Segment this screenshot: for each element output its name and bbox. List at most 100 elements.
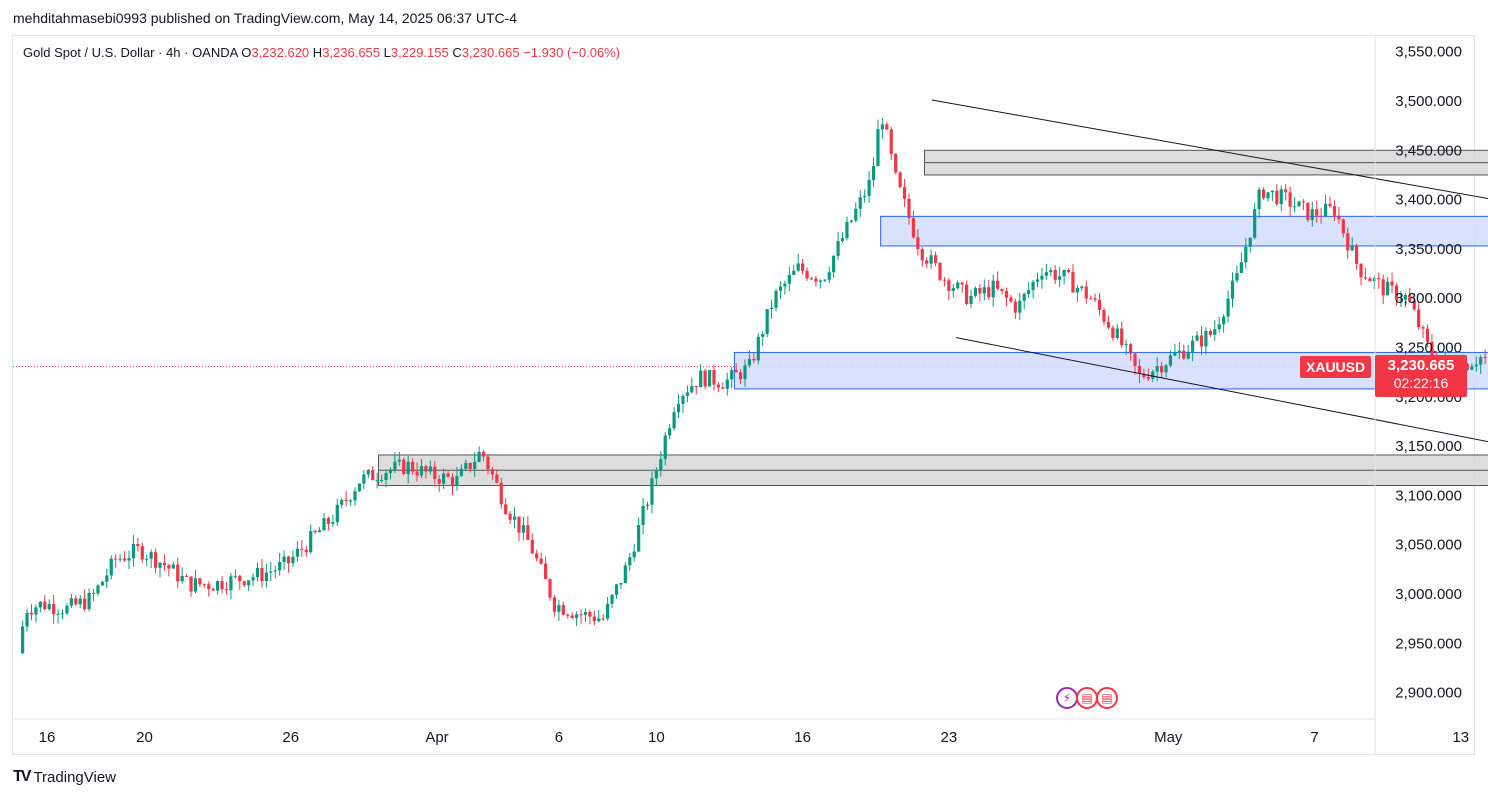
candle-body — [1381, 279, 1385, 296]
candle-body — [52, 604, 56, 615]
candle-body — [185, 575, 189, 577]
lightning-icon[interactable]: ⚡ — [1056, 687, 1078, 709]
y-tick-label: 3,350.000 — [1395, 241, 1462, 258]
candle-body — [326, 518, 331, 524]
candle-body — [956, 282, 960, 289]
candle-body — [397, 459, 401, 462]
candle-body — [840, 238, 845, 242]
candle-body — [1230, 280, 1235, 299]
candle-body — [796, 263, 800, 271]
candle-body — [331, 522, 335, 524]
candle-body — [894, 153, 898, 173]
candle-body — [300, 548, 304, 550]
candle-body — [1408, 295, 1412, 301]
candle-body — [933, 255, 938, 264]
candle-body — [929, 255, 933, 264]
candle-body — [1474, 364, 1478, 367]
candle-body — [1062, 269, 1066, 277]
candle-body — [659, 459, 663, 471]
candle-body — [809, 278, 814, 280]
x-tick-label: 16 — [794, 729, 811, 746]
x-tick-label: May — [1154, 729, 1183, 746]
low-label: L — [383, 45, 391, 60]
candle-body — [960, 282, 964, 285]
candle-body — [570, 615, 574, 618]
x-tick-label: 23 — [941, 729, 958, 746]
candle-body — [911, 218, 916, 238]
candle-body — [25, 612, 29, 627]
candle-body — [486, 456, 490, 470]
candle-body — [747, 358, 752, 366]
candle-body — [1248, 237, 1252, 247]
chart-legend: Gold Spot / U.S. Dollar · 4h · OANDA O3,… — [23, 45, 620, 60]
candle-body — [738, 372, 743, 380]
y-tick-label: 3,000.000 — [1395, 586, 1462, 603]
candle-body — [871, 166, 876, 180]
candle-body — [375, 480, 379, 482]
y-tick-label: 3,300.000 — [1395, 290, 1462, 307]
us-flag-icon[interactable]: ▤ — [1076, 687, 1098, 709]
candle-body — [1164, 365, 1168, 373]
candle-body — [1168, 355, 1173, 366]
candle-body — [1421, 327, 1425, 329]
us-flag-icon[interactable]: ▤ — [1096, 687, 1118, 709]
event-markers[interactable]: ⚡ ▤ ▤ — [1056, 687, 1118, 709]
candle-body — [668, 428, 672, 436]
candle-body — [384, 473, 388, 481]
candle-body — [424, 466, 428, 472]
candle-body — [180, 575, 184, 582]
candle-body — [317, 530, 322, 533]
candle-body — [579, 614, 583, 616]
candle-body — [415, 471, 419, 476]
candle-body — [1137, 365, 1142, 374]
candle-body — [765, 309, 769, 335]
candle-body — [1044, 272, 1048, 276]
candle-body — [1470, 366, 1474, 370]
candle-body — [1120, 328, 1124, 346]
candle-body — [654, 470, 658, 479]
candle-body — [699, 370, 703, 388]
candle-body — [1155, 366, 1159, 372]
candle-body — [628, 557, 632, 566]
candle-body — [140, 546, 144, 560]
candle-body — [1346, 233, 1350, 251]
candle-body — [304, 549, 308, 553]
candle-body — [446, 473, 450, 477]
candle-body — [247, 580, 251, 586]
candle-body — [69, 598, 73, 606]
candle-body — [1394, 285, 1399, 301]
footer-brand[interactable]: TV TradingView — [13, 768, 116, 786]
candle-body — [1000, 288, 1004, 291]
candle-body — [87, 593, 91, 610]
candle-body — [371, 469, 375, 481]
candle-body — [1483, 357, 1487, 359]
brand-name: TradingView — [33, 768, 116, 786]
candle-body — [854, 208, 858, 221]
axes: 2,900.000 2,950.000 3,000.000 3,050.000 3,10… — [13, 36, 1469, 754]
candle-body — [1226, 298, 1230, 317]
candle-body — [1128, 344, 1133, 354]
candle-body — [721, 387, 725, 389]
candle-body — [756, 336, 760, 361]
x-tick-label: 13 — [1452, 729, 1469, 746]
candle-body — [1350, 245, 1354, 251]
candle-body — [973, 288, 978, 296]
candle-body — [1066, 269, 1071, 272]
publish-line: mehditahmasebi0993 published on TradingV… — [13, 10, 518, 26]
candle-body — [836, 241, 840, 256]
candle-body — [1315, 209, 1319, 216]
open-label: O — [241, 45, 252, 60]
candle-body — [1235, 273, 1239, 281]
candle-body — [849, 220, 853, 222]
candle-body — [561, 605, 565, 615]
candle-body — [1465, 364, 1469, 370]
candle-body — [1355, 245, 1359, 264]
candle-body — [1359, 263, 1363, 278]
candle-body — [770, 307, 774, 310]
candle-body — [1217, 324, 1221, 330]
candle-body — [805, 270, 809, 279]
candle-body — [845, 221, 849, 239]
x-tick-label: Apr — [425, 729, 448, 746]
candle-body — [255, 567, 260, 578]
